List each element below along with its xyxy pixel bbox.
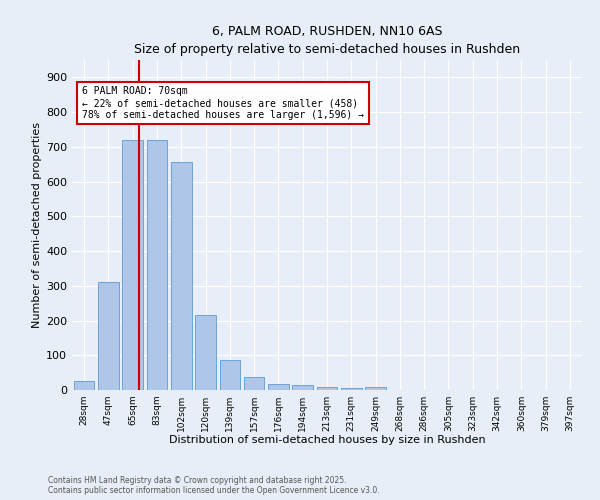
Text: Contains HM Land Registry data © Crown copyright and database right 2025.
Contai: Contains HM Land Registry data © Crown c… [48, 476, 380, 495]
X-axis label: Distribution of semi-detached houses by size in Rushden: Distribution of semi-detached houses by … [169, 436, 485, 446]
Bar [268, 384, 289, 390]
Title: 6, PALM ROAD, RUSHDEN, NN10 6AS
Size of property relative to semi-detached house: 6, PALM ROAD, RUSHDEN, NN10 6AS Size of … [134, 25, 520, 56]
Y-axis label: Number of semi-detached properties: Number of semi-detached properties [32, 122, 42, 328]
Bar [341, 388, 362, 390]
Bar [365, 387, 386, 390]
Text: 6 PALM ROAD: 70sqm
← 22% of semi-detached houses are smaller (458)
78% of semi-d: 6 PALM ROAD: 70sqm ← 22% of semi-detache… [82, 86, 364, 120]
Bar [317, 386, 337, 390]
Bar [146, 140, 167, 390]
Bar [171, 162, 191, 390]
Bar [98, 282, 119, 390]
Bar [195, 316, 216, 390]
Bar [220, 360, 240, 390]
Bar [292, 385, 313, 390]
Bar [244, 377, 265, 390]
Bar [122, 140, 143, 390]
Bar [74, 382, 94, 390]
